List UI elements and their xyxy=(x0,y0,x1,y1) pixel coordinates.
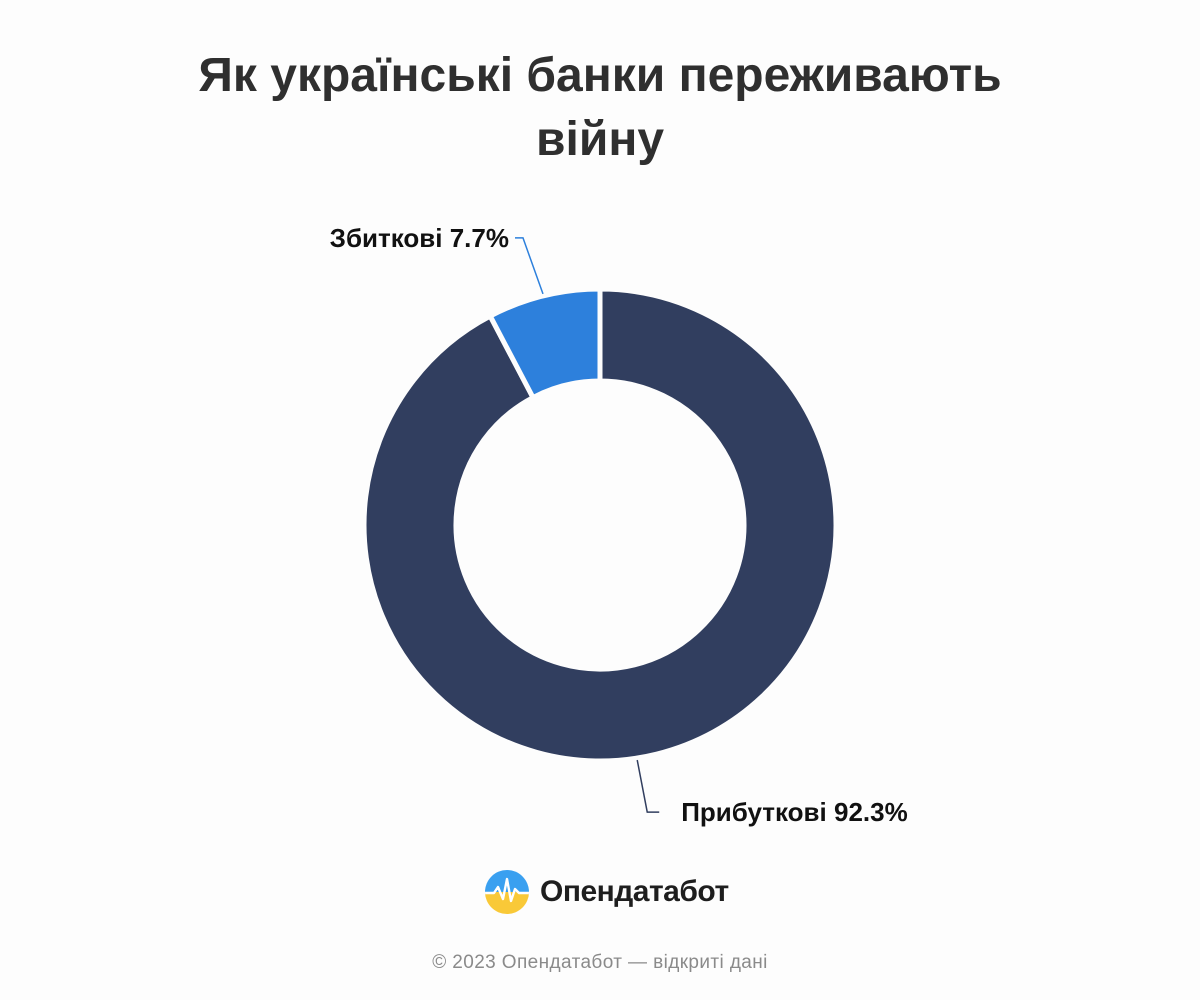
chart-title: Як українські банки переживають війну xyxy=(198,49,1002,166)
leader-line-1 xyxy=(636,759,660,813)
donut-slice-1 xyxy=(361,286,839,764)
leader-line-2 xyxy=(514,237,544,295)
footer-copyright: © 2023 Опендатабот — відкриті дані xyxy=(432,952,768,973)
slice-label-2: Збиткові 7.7% xyxy=(330,223,509,253)
donut-slice-2 xyxy=(487,286,603,401)
brand-logo: Опендатабот xyxy=(484,868,729,916)
opendatabot-logo-icon xyxy=(485,870,529,914)
brand-name: Опендатабот xyxy=(540,875,729,908)
slice-label-1: Прибуткові 92.3% xyxy=(681,797,907,827)
